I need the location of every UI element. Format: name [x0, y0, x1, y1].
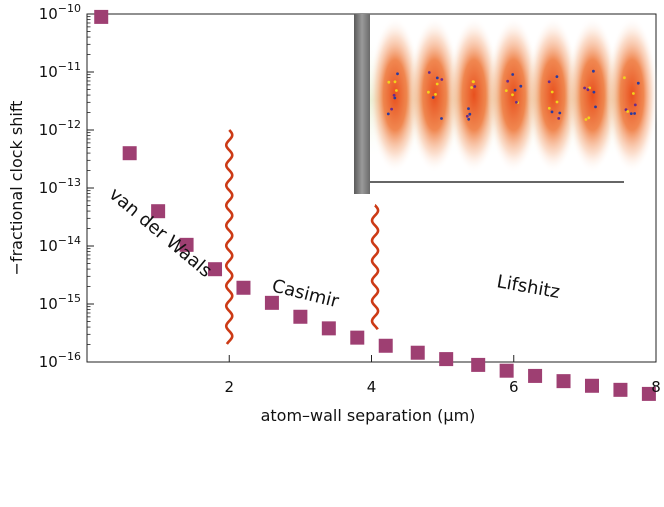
atom-dot: [557, 117, 561, 120]
atom-dot: [513, 88, 517, 92]
data-point: [613, 382, 628, 397]
atom-dot: [387, 80, 391, 84]
atom-dot: [395, 89, 398, 92]
atom-dot: [435, 82, 439, 86]
label-van-der-waals: van der Waals: [105, 184, 216, 282]
atom-dot: [472, 80, 475, 84]
atom-dot: [584, 118, 588, 121]
atom-dot: [519, 84, 523, 88]
atom-dot: [558, 111, 562, 115]
data-point: [471, 357, 486, 372]
atom-dot: [547, 80, 551, 84]
atom-dot: [467, 107, 470, 110]
atom-dot: [440, 78, 444, 81]
atom-dot: [468, 112, 472, 116]
y-axis-title: −fractional clock shift: [7, 101, 26, 276]
atom-dot: [594, 105, 597, 109]
lattice-site: [448, 17, 500, 173]
data-point: [641, 386, 656, 401]
lattice-inset: [354, 14, 658, 194]
atom-dot: [547, 106, 551, 110]
x-tick-label: 8: [651, 378, 661, 396]
label-casimir: Casimir: [270, 275, 342, 312]
atom-dot: [393, 80, 397, 84]
atom-dot: [629, 112, 633, 115]
data-point: [350, 330, 365, 345]
atom-dot: [592, 69, 595, 73]
data-point: [321, 321, 336, 336]
data-point: [584, 378, 599, 393]
lattice-site: [527, 17, 579, 173]
data-point: [378, 338, 393, 353]
atom-dot: [396, 72, 399, 76]
atom-dot: [583, 86, 586, 90]
atom-dot: [550, 110, 554, 114]
atom-dot: [588, 86, 592, 90]
data-point: [236, 280, 251, 295]
data-point: [293, 309, 308, 324]
y-tick-label: 10−15: [39, 292, 81, 313]
atom-dot: [470, 86, 473, 89]
data-point: [122, 146, 137, 161]
atom-dot: [555, 100, 559, 104]
atom-dot: [427, 71, 431, 74]
data-point: [499, 363, 514, 378]
atom-dot: [392, 93, 396, 97]
atom-dot: [515, 100, 518, 104]
atom-dot: [473, 85, 477, 88]
atom-dot: [511, 73, 515, 76]
atom-dot: [440, 117, 443, 120]
data-point: [410, 345, 425, 360]
atom-dot: [586, 88, 590, 92]
y-tick-label: 10−13: [39, 176, 81, 197]
atom-dot: [386, 112, 390, 116]
atom-dot: [427, 90, 430, 94]
x-axis-title: atom–wall separation (μm): [261, 406, 476, 425]
data-point: [208, 262, 223, 277]
lattice-site: [566, 17, 619, 173]
atom-dot: [632, 92, 635, 95]
atom-dot: [511, 93, 514, 97]
atom-dot: [623, 76, 626, 80]
label-lifshitz: Lifshitz: [495, 271, 561, 303]
y-tick-label: 10−16: [39, 350, 81, 371]
x-tick-label: 2: [224, 378, 234, 396]
data-point: [264, 295, 279, 310]
atom-dot: [506, 79, 510, 83]
y-tick-label: 10−12: [39, 118, 81, 139]
atom-dot: [465, 114, 469, 118]
atom-dot: [633, 112, 636, 115]
x-tick-label: 6: [509, 378, 519, 396]
regime-boundary-2: [370, 204, 380, 331]
atom-dot: [624, 108, 628, 112]
data-point: [439, 352, 454, 367]
atom-dot: [390, 107, 393, 111]
atom-dot: [550, 90, 554, 94]
data-point: [556, 374, 571, 389]
atom-dot: [467, 117, 471, 121]
data-point: [151, 204, 166, 219]
y-tick-label: 10−10: [39, 2, 81, 23]
atom-dot: [633, 103, 637, 107]
lattice-site: [606, 17, 658, 173]
atom-dot: [626, 110, 630, 113]
atom-dot: [434, 93, 437, 96]
atom-dot: [587, 116, 591, 120]
atom-dot: [431, 96, 435, 99]
y-tick-label: 10−14: [39, 234, 81, 255]
atom-dot: [435, 76, 439, 80]
data-point: [94, 9, 109, 24]
regime-boundary-1: [224, 129, 234, 345]
inset-wall: [354, 14, 370, 194]
atom-dot: [555, 75, 559, 78]
atom-dot: [504, 89, 508, 92]
data-point: [528, 368, 543, 383]
y-tick-label: 10−11: [39, 60, 81, 81]
atom-dot: [393, 96, 397, 100]
atom-dot: [592, 90, 596, 94]
atom-dot: [636, 81, 640, 85]
data-point: [179, 237, 194, 252]
x-tick-label: 4: [367, 378, 377, 396]
